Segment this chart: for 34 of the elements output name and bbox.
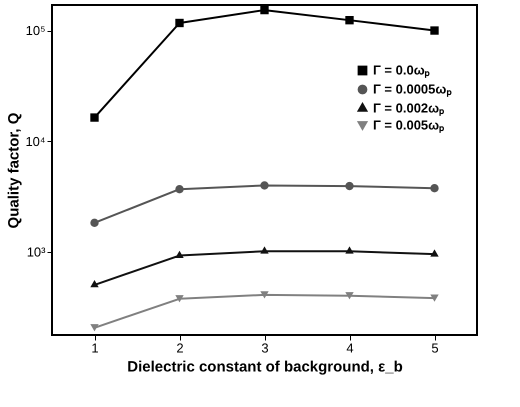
point: [430, 249, 439, 257]
x-tick-label: 4: [346, 340, 354, 356]
point: [175, 185, 184, 194]
y-tick-label: 10³: [26, 244, 46, 260]
legend-label: Γ = 0.002ωₚ: [373, 100, 444, 116]
legend-label: Γ = 0.0005ωₚ: [373, 82, 452, 98]
point: [260, 181, 269, 190]
x-tick-label: 5: [431, 340, 439, 356]
point: [90, 113, 99, 122]
point: [90, 324, 99, 332]
x-axis-title: Dielectric constant of background, ε_b: [127, 358, 403, 376]
point: [260, 246, 269, 254]
point: [175, 295, 184, 302]
legend-label: Γ = 0.005ωₚ: [373, 118, 444, 134]
point: [260, 6, 269, 14]
x-tick-label: 1: [91, 340, 99, 356]
point: [90, 218, 99, 228]
point: [345, 292, 354, 300]
point: [260, 291, 269, 298]
y-axis-title: Quality factor, Q: [5, 112, 22, 228]
x-tick-label: 2: [176, 340, 184, 356]
legend-label: Γ = 0.0ωₚ: [373, 62, 430, 78]
point: [345, 16, 354, 24]
point: [175, 18, 184, 28]
point: [345, 182, 354, 190]
y-tick-label: 10⁴: [25, 134, 46, 149]
x-tick-label: 3: [261, 340, 269, 356]
point: [90, 280, 99, 288]
point: [430, 294, 439, 302]
point: [430, 26, 439, 35]
point: [175, 250, 184, 258]
point: [345, 246, 354, 254]
point: [430, 184, 439, 192]
y-tick-label: 10⁵: [26, 23, 46, 38]
